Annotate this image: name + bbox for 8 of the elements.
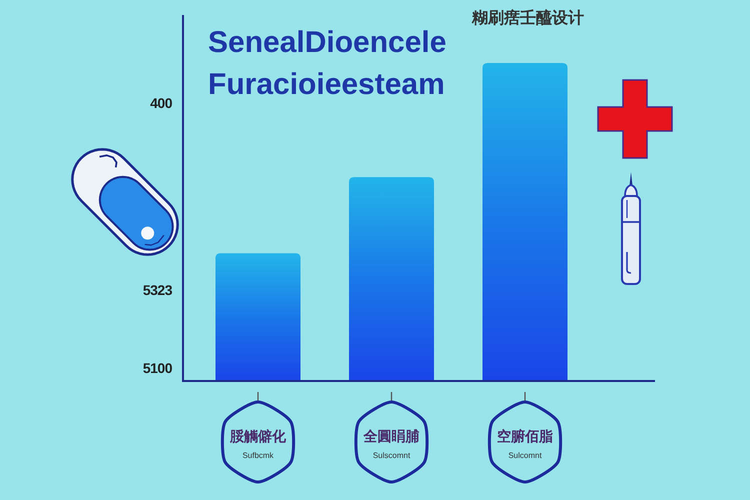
x-tick-label: 空腑佰脂 Sulcomnt bbox=[497, 428, 553, 460]
text: 400 bbox=[150, 94, 173, 111]
x-tick-label: 全圓睊脯 Sulscomnt bbox=[362, 428, 420, 460]
chart-subtitle: 糊刷瘔壬醯设计 bbox=[471, 9, 584, 27]
text: 5100 bbox=[142, 360, 173, 376]
x-tick-label: 脮觽僻化 Sufbcmk bbox=[229, 428, 287, 460]
text: 5323 bbox=[142, 282, 173, 298]
chart-title: SenealDioencele Furacioieesteam bbox=[208, 26, 446, 101]
